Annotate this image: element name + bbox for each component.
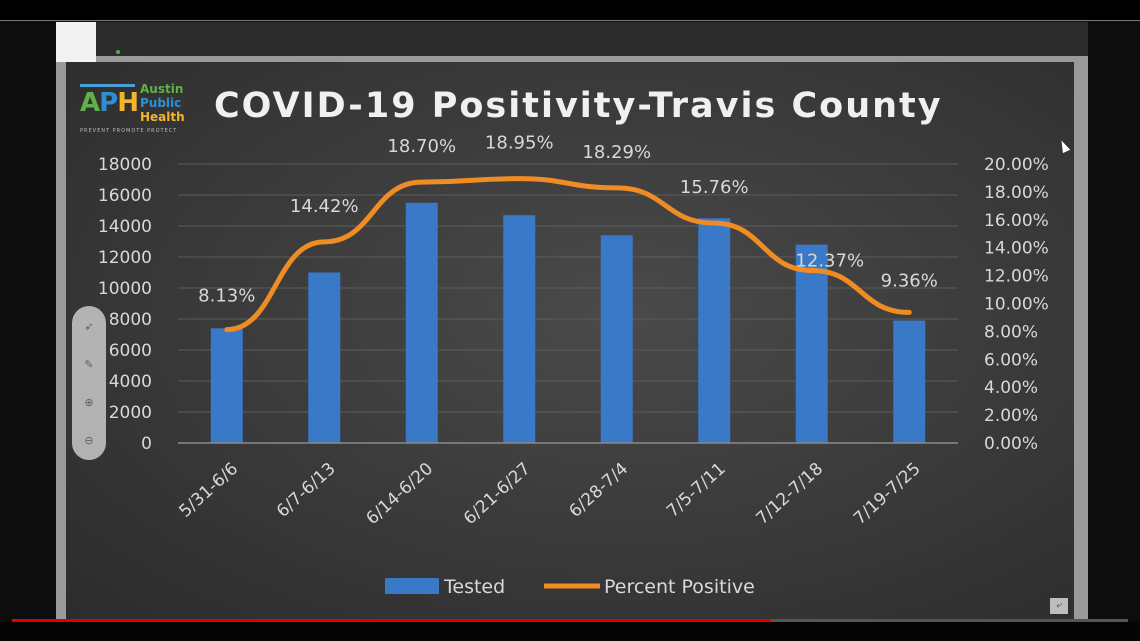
video-progress-fill xyxy=(12,619,771,622)
pointer-icon[interactable]: ➶ xyxy=(84,320,94,333)
data-label: 18.95% xyxy=(485,133,554,154)
y-right-tick-label: 2.00% xyxy=(984,406,1038,426)
y-right-tick-label: 4.00% xyxy=(984,378,1038,398)
y-left-tick-label: 12000 xyxy=(98,248,152,268)
y-right-tick-label: 8.00% xyxy=(984,322,1038,342)
y-left-tick-label: 2000 xyxy=(109,403,152,423)
bar xyxy=(698,218,731,443)
zoom-in-icon[interactable]: ⊕ xyxy=(84,396,94,409)
y-right-tick-label: 18.00% xyxy=(984,183,1049,203)
bar xyxy=(405,202,438,443)
x-tick-label: 6/14-6/20 xyxy=(362,459,437,529)
x-tick-label: 7/5-7/11 xyxy=(663,459,730,522)
video-controls xyxy=(0,621,1140,641)
x-tick-label: 6/21-6/27 xyxy=(460,459,535,529)
y-right-tick-label: 14.00% xyxy=(984,239,1049,259)
data-label: 8.13% xyxy=(198,286,255,307)
legend-label-tested: Tested xyxy=(443,576,505,598)
y-right-tick-label: 0.00% xyxy=(984,434,1038,454)
y-left-tick-label: 8000 xyxy=(109,310,152,330)
x-tick-label: 6/7-6/13 xyxy=(273,459,340,522)
y-left-tick-label: 14000 xyxy=(98,217,152,237)
legend-label-percent-positive: Percent Positive xyxy=(604,576,755,598)
bar xyxy=(893,320,926,443)
window-tab[interactable] xyxy=(56,22,96,62)
y-right-tick-label: 20.00% xyxy=(984,155,1049,175)
percent-positive-line xyxy=(224,176,912,333)
aph-logo: APH Austin Public Health PREVENT PROMOTE… xyxy=(80,82,190,138)
annotation-toolbox: ➶ ✎ ⊕ ⊖ xyxy=(72,306,106,460)
y-left-tick-label: 16000 xyxy=(98,186,152,206)
bar xyxy=(503,215,536,443)
bar xyxy=(308,272,341,443)
y-right-tick-label: 16.00% xyxy=(984,211,1049,231)
video-top-bar xyxy=(0,0,1140,20)
pen-icon[interactable]: ✎ xyxy=(84,358,94,371)
letterbox-left xyxy=(0,21,56,621)
logo-words: Austin Public Health xyxy=(140,82,185,124)
data-label: 9.36% xyxy=(881,270,938,291)
y-right-tick-label: 6.00% xyxy=(984,350,1038,370)
letterbox-right xyxy=(1088,21,1140,621)
y-right-tick-label: 10.00% xyxy=(984,295,1049,315)
bar xyxy=(600,235,633,443)
y-left-tick-label: 0 xyxy=(141,434,152,454)
y-right-tick-label: 12.00% xyxy=(984,267,1049,287)
data-label: 15.76% xyxy=(680,177,749,198)
x-tick-label: 6/28-7/4 xyxy=(565,459,632,522)
bar xyxy=(210,328,243,443)
exit-fullscreen-icon[interactable]: ⤶ xyxy=(1050,598,1068,614)
y-left-tick-label: 18000 xyxy=(98,155,152,175)
data-label: 12.37% xyxy=(795,250,864,271)
presentation-toolbar xyxy=(56,22,1088,56)
bar xyxy=(795,244,828,443)
logo-rule xyxy=(80,84,135,87)
zoom-out-icon[interactable]: ⊖ xyxy=(84,434,94,447)
y-left-tick-label: 4000 xyxy=(109,372,152,392)
data-label: 14.42% xyxy=(290,196,359,217)
x-tick-label: 7/12-7/18 xyxy=(752,459,827,529)
y-left-tick-label: 6000 xyxy=(109,341,152,361)
x-tick-label: 5/31-6/6 xyxy=(175,459,242,522)
divider xyxy=(0,20,1140,21)
legend-swatch-tested xyxy=(385,578,439,594)
data-label: 18.70% xyxy=(387,136,456,157)
data-label: 18.29% xyxy=(582,142,651,163)
y-left-tick-label: 10000 xyxy=(98,279,152,299)
status-dot-icon xyxy=(116,50,120,54)
logo-mark: APH xyxy=(80,88,139,118)
chart-title: COVID-19 Positivity-Travis County xyxy=(214,86,943,126)
x-tick-label: 7/19-7/25 xyxy=(850,459,925,529)
logo-tagline: PREVENT PROMOTE PROTECT xyxy=(80,128,178,134)
